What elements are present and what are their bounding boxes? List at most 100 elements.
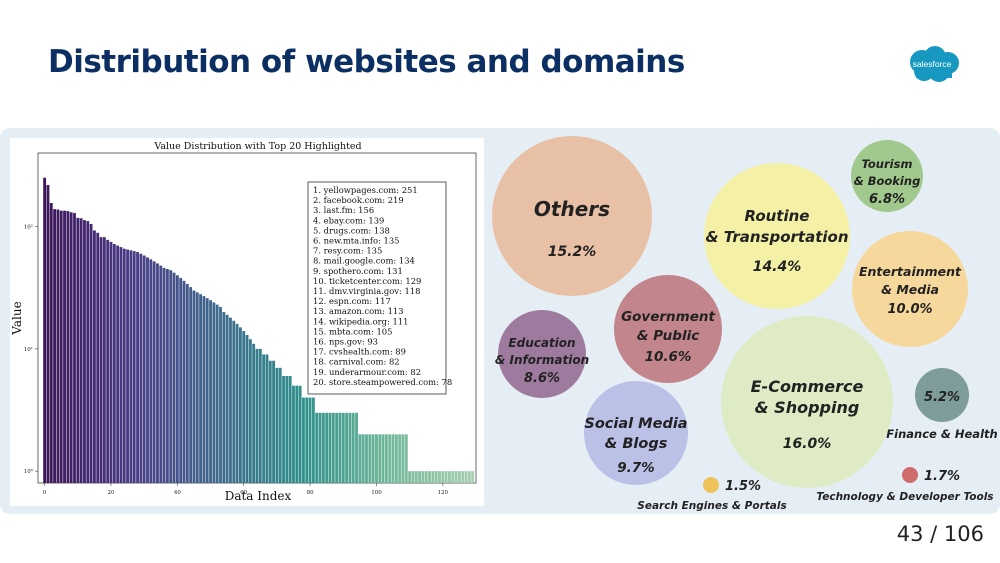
bubble-finance-health: Finance & Health 5.2%: [886, 368, 998, 441]
bubble-label: & Shopping: [755, 398, 860, 417]
legend-entry: 16. nps.gov: 93: [313, 337, 378, 347]
bar: [345, 412, 349, 483]
legend-entry: 19. underarmour.com: 82: [313, 367, 421, 377]
legend-box: [307, 181, 447, 395]
bar: [351, 412, 355, 483]
chart-title: Value Distribution with Top 20 Highlight…: [153, 141, 361, 152]
bar: [394, 434, 398, 483]
bar: [156, 263, 159, 483]
bubble-label: Search Engines & Portals: [637, 500, 786, 512]
bar: [375, 434, 378, 483]
bubble-tourism-booking: Tourism & Booking 6.8%: [851, 140, 923, 212]
bar: [83, 220, 86, 483]
y-tick-label: 10¹: [24, 346, 33, 353]
bubble-label: Social Media: [584, 416, 687, 432]
bar-series: [43, 177, 475, 484]
bubble-circle: [721, 316, 893, 488]
bar: [238, 327, 242, 483]
bar: [275, 367, 279, 483]
bar: [99, 237, 103, 483]
bar: [335, 412, 339, 483]
slide-title: Distribution of websites and domains: [48, 44, 685, 80]
bar: [341, 412, 345, 483]
y-tick-label: 10⁰: [24, 468, 34, 475]
bubble-government-public: Government & Public 10.6%: [614, 275, 722, 383]
bar: [149, 259, 153, 483]
bubble-label: Finance & Health: [886, 427, 997, 441]
bar: [424, 471, 428, 483]
bubble-label: & Media: [881, 282, 939, 297]
bar: [232, 320, 236, 483]
bar: [222, 312, 226, 483]
bar: [89, 224, 93, 483]
bar: [378, 434, 382, 483]
bar: [391, 434, 395, 483]
bar: [461, 471, 465, 483]
legend-entry: 17. cvshealth.com: 89: [313, 347, 406, 357]
bubble-routine-transportation: Routine & Transportation 14.4%: [704, 163, 850, 309]
x-tick-label: 20: [108, 490, 115, 496]
bar: [106, 239, 110, 483]
bar: [365, 434, 368, 483]
bar: [325, 412, 329, 483]
x-axis-ticks: 0 20 40 60 80 100 120: [43, 483, 449, 496]
bar: [371, 434, 375, 483]
bar: [175, 275, 179, 483]
bar: [401, 434, 405, 483]
bar: [384, 434, 388, 483]
bar: [146, 257, 149, 483]
x-tick-label: 40: [174, 490, 181, 496]
bar: [73, 213, 76, 483]
bar: [361, 434, 365, 483]
x-tick-label: 80: [307, 490, 314, 496]
bar: [235, 323, 239, 483]
legend-entry: 7. resy.com: 135: [313, 246, 382, 256]
bubble-circle: [614, 275, 722, 383]
bubble-circle: [703, 477, 719, 493]
bar: [315, 412, 319, 483]
bar: [242, 331, 246, 483]
bubble-value: 10.6%: [645, 349, 692, 365]
bar: [185, 283, 189, 483]
bar: [448, 471, 451, 483]
bar: [215, 304, 219, 483]
bar: [421, 471, 425, 483]
bar: [368, 434, 372, 483]
bar: [408, 471, 412, 483]
bar: [205, 298, 209, 483]
bar: [348, 412, 352, 483]
bubble-value: 5.2%: [924, 390, 960, 405]
bubble-label: & Booking: [854, 174, 921, 188]
x-tick-label: 60: [240, 490, 247, 496]
bar: [202, 296, 206, 483]
bar: [126, 249, 130, 483]
bar: [129, 250, 133, 483]
bar: [471, 471, 475, 483]
bar: [355, 412, 358, 483]
bar: [219, 307, 222, 483]
x-tick-label: 0: [43, 490, 47, 496]
bubble-technology-developer-tools: Technology & Developer Tools 1.7%: [816, 467, 994, 503]
bar: [414, 471, 418, 483]
bar: [96, 232, 100, 483]
legend-entry: 8. mail.google.com: 134: [313, 256, 415, 266]
bubble-label: Others: [534, 197, 610, 221]
legend-entry: 10. ticketcenter.com: 129: [313, 276, 421, 286]
page-number: 43 / 106: [896, 522, 984, 546]
bubble-value: 16.0%: [783, 436, 832, 452]
bubble-label: Routine: [745, 207, 810, 225]
bar: [195, 292, 199, 483]
bar: [122, 248, 126, 483]
value-distribution-chart: Value Distribution with Top 20 Highlight…: [10, 141, 477, 503]
bar: [209, 300, 212, 483]
bubble-label: Tourism: [862, 157, 913, 171]
bubble-circle: [704, 163, 850, 309]
bar: [112, 244, 116, 483]
bubble-circle: [902, 467, 918, 483]
bubble-label: Education: [508, 336, 575, 350]
bar: [109, 241, 113, 483]
bar: [165, 269, 169, 483]
bar: [285, 376, 289, 483]
bar: [245, 334, 249, 483]
bubble-others: Others 15.2%: [492, 136, 652, 296]
